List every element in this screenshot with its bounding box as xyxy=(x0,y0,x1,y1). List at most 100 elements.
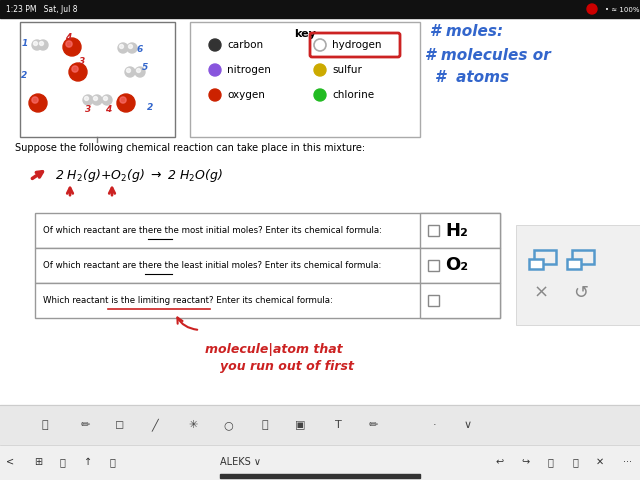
Bar xyxy=(0,405,640,445)
Text: chlorine: chlorine xyxy=(332,90,374,100)
Text: 🔍: 🔍 xyxy=(59,457,65,467)
Bar xyxy=(420,248,500,283)
Circle shape xyxy=(63,38,81,56)
Text: 6: 6 xyxy=(137,46,143,55)
Circle shape xyxy=(83,95,93,105)
Text: ···: ··· xyxy=(623,457,632,467)
Text: ◻: ◻ xyxy=(115,420,125,430)
Circle shape xyxy=(69,63,87,81)
Circle shape xyxy=(72,66,78,72)
Circle shape xyxy=(104,96,108,100)
Circle shape xyxy=(102,95,112,105)
Circle shape xyxy=(32,40,42,50)
Text: ·: · xyxy=(433,420,437,430)
Bar xyxy=(567,259,581,269)
Text: ↑: ↑ xyxy=(84,457,92,467)
Circle shape xyxy=(117,94,135,112)
Bar xyxy=(190,22,420,137)
Circle shape xyxy=(33,41,38,46)
Bar xyxy=(20,22,175,137)
Circle shape xyxy=(314,89,326,101)
Text: sulfur: sulfur xyxy=(332,65,362,75)
Bar xyxy=(428,295,439,305)
Text: Of which reactant are there the least initial moles? Enter its chemical formula:: Of which reactant are there the least in… xyxy=(43,261,381,270)
Bar xyxy=(428,225,439,236)
Bar xyxy=(0,445,640,480)
Circle shape xyxy=(129,45,132,48)
Circle shape xyxy=(125,67,135,77)
Text: 2: 2 xyxy=(21,71,27,80)
Bar xyxy=(35,213,500,248)
Text: ✏: ✏ xyxy=(80,420,90,430)
Text: ×: × xyxy=(533,284,548,302)
Text: carbon: carbon xyxy=(227,40,263,50)
Text: 2 H$_2$(g)+O$_2$(g) $\rightarrow$ 2 H$_2$O(g): 2 H$_2$(g)+O$_2$(g) $\rightarrow$ 2 H$_2… xyxy=(55,167,223,183)
Text: key: key xyxy=(294,29,316,39)
Text: 5: 5 xyxy=(142,63,148,72)
Text: nitrogen: nitrogen xyxy=(227,65,271,75)
Bar xyxy=(220,474,420,478)
Text: 🔖: 🔖 xyxy=(547,457,553,467)
Text: 1:23 PM   Sat, Jul 8: 1:23 PM Sat, Jul 8 xyxy=(6,5,77,14)
Text: 📄: 📄 xyxy=(572,457,578,467)
Text: you run out of first: you run out of first xyxy=(220,360,354,373)
Circle shape xyxy=(118,43,128,53)
Bar xyxy=(516,225,640,325)
Bar xyxy=(35,283,500,318)
Text: Of which reactant are there the most initial moles? Enter its chemical formula:: Of which reactant are there the most ini… xyxy=(43,226,382,235)
Circle shape xyxy=(32,97,38,103)
Circle shape xyxy=(38,40,48,50)
Bar xyxy=(534,250,556,264)
Text: # moles:: # moles: xyxy=(430,24,503,39)
Text: hydrogen: hydrogen xyxy=(332,40,381,50)
Text: ↺: ↺ xyxy=(573,284,589,302)
Text: oxygen: oxygen xyxy=(227,90,265,100)
Text: ✏: ✏ xyxy=(368,420,378,430)
Bar xyxy=(35,248,500,283)
Text: ↪: ↪ xyxy=(521,457,529,467)
Text: #  atoms: # atoms xyxy=(435,71,509,85)
Text: • ≈ 100%: • ≈ 100% xyxy=(605,7,639,13)
Circle shape xyxy=(314,39,326,51)
Circle shape xyxy=(587,4,597,14)
Text: 👆: 👆 xyxy=(109,457,115,467)
Bar xyxy=(428,260,439,271)
Bar xyxy=(572,250,594,264)
Circle shape xyxy=(40,41,44,46)
Text: ○: ○ xyxy=(223,420,233,430)
Circle shape xyxy=(209,64,221,76)
Text: <: < xyxy=(6,457,14,467)
Text: Suppose the following chemical reaction can take place in this mixture:: Suppose the following chemical reaction … xyxy=(15,143,365,153)
Circle shape xyxy=(127,69,131,72)
Circle shape xyxy=(209,89,221,101)
Text: ⬛: ⬛ xyxy=(262,420,268,430)
Circle shape xyxy=(84,96,88,100)
Text: 2: 2 xyxy=(147,104,153,112)
Bar xyxy=(0,0,640,18)
Text: ▣: ▣ xyxy=(295,420,305,430)
Circle shape xyxy=(66,41,72,47)
Circle shape xyxy=(135,67,145,77)
Text: T: T xyxy=(335,420,341,430)
Text: ALEKS ∨: ALEKS ∨ xyxy=(220,457,260,467)
Text: # molecules or: # molecules or xyxy=(425,48,551,62)
Circle shape xyxy=(209,39,221,51)
Circle shape xyxy=(314,64,326,76)
Text: Which reactant is the limiting reactant? Enter its chemical formula:: Which reactant is the limiting reactant?… xyxy=(43,296,333,305)
Text: ✳: ✳ xyxy=(188,420,198,430)
Text: ⬛: ⬛ xyxy=(42,420,48,430)
Text: ✕: ✕ xyxy=(596,457,604,467)
Circle shape xyxy=(29,94,47,112)
Text: ╱: ╱ xyxy=(152,419,158,432)
Text: ↩: ↩ xyxy=(496,457,504,467)
Circle shape xyxy=(120,97,126,103)
Text: 4: 4 xyxy=(105,105,111,113)
Text: molecule|atom that: molecule|atom that xyxy=(205,343,342,356)
Text: ⊞: ⊞ xyxy=(34,457,42,467)
Bar xyxy=(529,259,543,269)
Circle shape xyxy=(127,43,137,53)
Text: 4: 4 xyxy=(65,34,71,43)
Text: 1: 1 xyxy=(22,38,28,48)
Circle shape xyxy=(92,95,102,105)
Text: H₂: H₂ xyxy=(445,221,468,240)
